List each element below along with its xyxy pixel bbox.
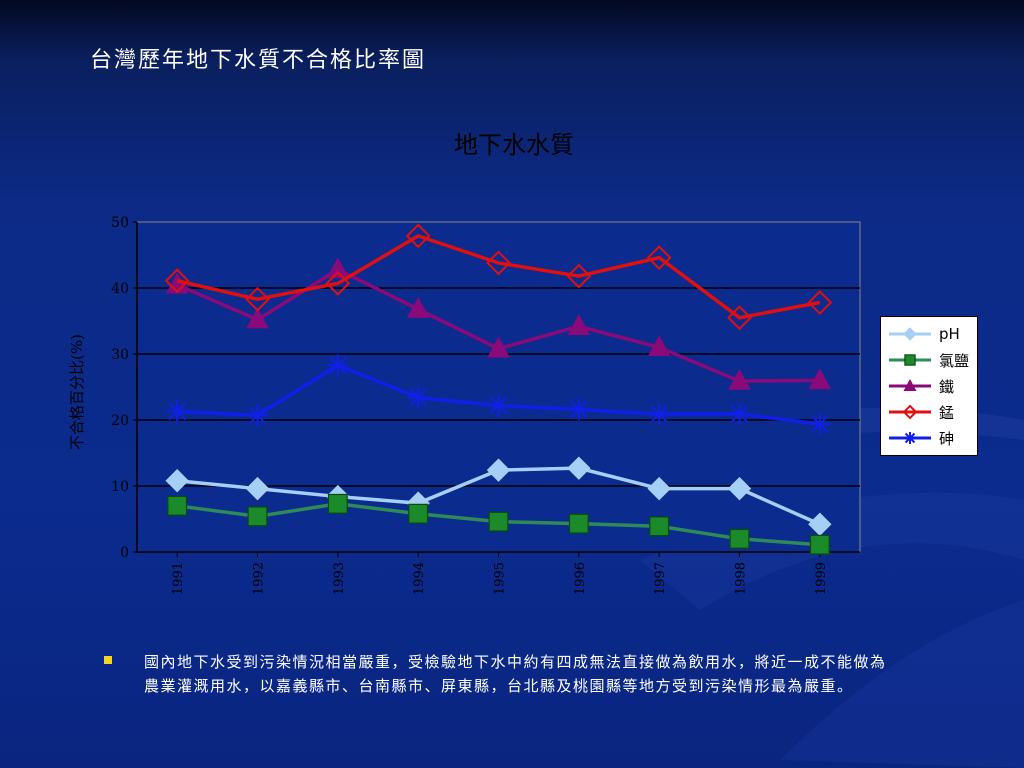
x-tick-label: 1998 xyxy=(734,562,749,595)
series-氯鹽 xyxy=(167,493,830,555)
data-point xyxy=(567,398,590,421)
slide-title: 台灣歷年地下水質不合格比率圖 xyxy=(90,48,427,73)
data-point xyxy=(648,403,671,426)
chart-legend: pH 氯鹽鐵錳砷 xyxy=(880,316,978,456)
data-point xyxy=(728,403,751,426)
data-point xyxy=(487,336,510,358)
data-point xyxy=(247,506,268,527)
x-tick-label: 1997 xyxy=(653,562,668,595)
data-point xyxy=(246,307,269,329)
data-point xyxy=(164,268,190,294)
data-point xyxy=(647,335,671,357)
series-鐵 xyxy=(165,257,832,390)
data-point xyxy=(166,400,189,423)
y-tick-label: 10 xyxy=(111,479,129,495)
x-tick-label: 1993 xyxy=(332,562,347,595)
plot-area xyxy=(136,221,861,553)
series-錳 xyxy=(164,223,833,331)
legend-item: 砷 xyxy=(887,425,977,451)
data-point xyxy=(486,458,511,482)
series-pH xyxy=(165,456,832,536)
data-point xyxy=(568,513,589,534)
bullet-text: 國內地下水受到污染情況相當嚴重，受檢驗地下水中約有四成無法直接做為飲用水，將近一… xyxy=(144,653,887,695)
bullet-paragraph: 國內地下水受到污染情況相當嚴重，受檢驗地下水中約有四成無法直接做為飲用水，將近一… xyxy=(104,650,894,698)
legend-item: 鐵 xyxy=(887,373,977,399)
data-point xyxy=(808,368,832,390)
data-point xyxy=(727,305,752,331)
data-point xyxy=(808,412,831,435)
legend-item: 氯鹽 xyxy=(887,347,977,373)
legend-swatch-icon xyxy=(889,404,931,420)
legend-swatch-icon xyxy=(889,354,931,366)
data-point xyxy=(486,250,511,276)
y-tick-label: 20 xyxy=(111,413,129,429)
x-tick-label: 1992 xyxy=(252,562,267,595)
legend-label: 錳 xyxy=(939,403,955,422)
legend-item: 錳 xyxy=(887,399,977,425)
y-axis: 0 10 20 30 40 50 xyxy=(111,215,138,561)
data-point xyxy=(326,257,350,279)
legend-swatch-icon xyxy=(889,378,931,391)
y-tick-label: 0 xyxy=(120,545,129,561)
data-point xyxy=(167,495,188,516)
series-line xyxy=(176,233,821,320)
y-tick-label: 50 xyxy=(111,215,129,231)
data-point xyxy=(902,404,918,420)
data-point xyxy=(728,369,751,390)
x-tick-label: 1995 xyxy=(493,562,508,595)
y-axis-label: 不合格百分比(%) xyxy=(68,334,86,450)
data-point xyxy=(809,534,830,555)
legend-label: 氯鹽 xyxy=(939,351,970,370)
data-point xyxy=(904,432,916,444)
data-point xyxy=(327,493,348,514)
data-point xyxy=(406,297,430,318)
data-point xyxy=(325,270,351,296)
data-point xyxy=(165,469,189,493)
data-point xyxy=(488,511,509,532)
data-point xyxy=(566,263,592,289)
data-point xyxy=(246,404,269,427)
data-point xyxy=(649,516,670,537)
data-point xyxy=(903,327,917,341)
data-point xyxy=(487,394,510,417)
data-point xyxy=(567,456,591,480)
legend-item: pH xyxy=(887,321,977,347)
data-point xyxy=(405,223,431,249)
data-point xyxy=(245,476,270,501)
legend-label: 鐵 xyxy=(939,377,955,396)
data-point xyxy=(567,314,591,336)
data-point xyxy=(326,354,349,377)
x-tick-label: 1991 xyxy=(171,562,186,595)
legend-swatch-icon xyxy=(889,432,931,444)
series-group xyxy=(164,223,833,555)
data-point xyxy=(807,290,833,315)
series-砷 xyxy=(166,354,831,435)
chart-title: 地下水水質 xyxy=(454,131,574,159)
data-point xyxy=(729,528,750,549)
x-axis: 1991 1992 1993 1994 1995 1996 1997 1998 1999 xyxy=(137,551,860,595)
y-tick-label: 30 xyxy=(111,347,129,363)
data-point xyxy=(408,503,429,524)
data-point xyxy=(727,476,752,501)
x-tick-label: 1999 xyxy=(814,562,829,595)
x-tick-label: 1994 xyxy=(412,562,427,595)
data-point xyxy=(647,476,671,501)
legend-label: 砷 xyxy=(939,429,955,448)
data-point xyxy=(903,378,917,391)
y-tick-label: 40 xyxy=(111,281,129,297)
legend-label: pH xyxy=(939,325,960,343)
x-tick-label: 1996 xyxy=(573,562,588,595)
legend-swatch-icon xyxy=(889,327,931,341)
data-point xyxy=(646,245,672,271)
data-point xyxy=(407,386,430,409)
bullet-square-icon xyxy=(104,656,112,664)
data-point xyxy=(245,286,270,312)
data-point xyxy=(904,354,916,366)
